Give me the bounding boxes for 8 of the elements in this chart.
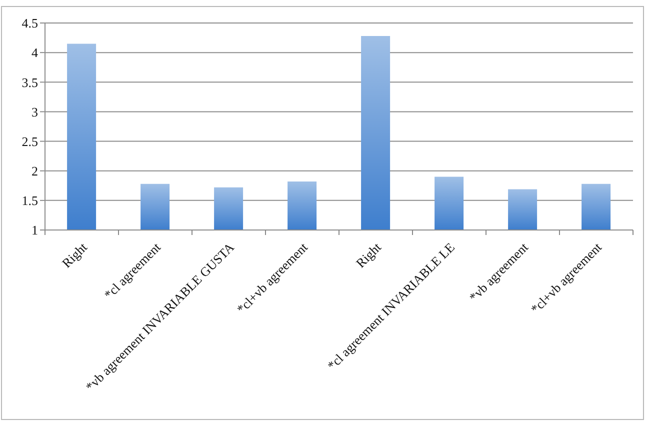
y-tick-label: 4.5 xyxy=(22,16,38,31)
y-tick-label: 3 xyxy=(32,104,38,120)
y-tick-label: 2.5 xyxy=(22,134,38,149)
y-tick-label: 1.5 xyxy=(22,193,38,208)
y-tick-label: 2 xyxy=(32,163,38,178)
y-tick-label: 3.5 xyxy=(22,74,38,90)
y-tick-label: 1 xyxy=(32,222,38,238)
y-tick-label: 4 xyxy=(32,45,38,60)
